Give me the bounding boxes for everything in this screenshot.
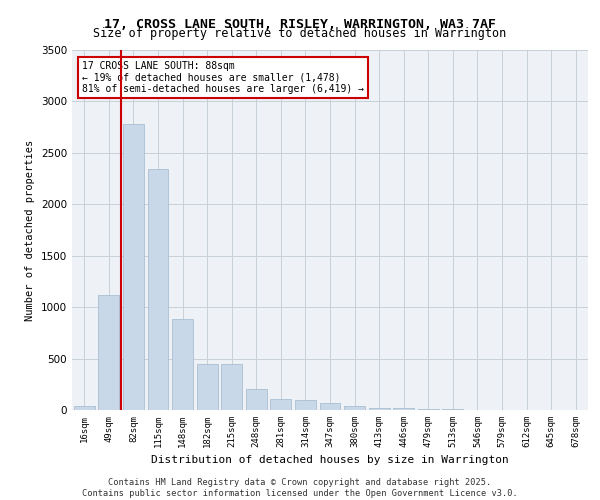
Bar	[148, 170, 169, 410]
Bar	[123, 124, 144, 410]
Bar	[393, 408, 414, 410]
Y-axis label: Number of detached properties: Number of detached properties	[25, 140, 35, 320]
Bar	[418, 409, 439, 410]
Text: Contains HM Land Registry data © Crown copyright and database right 2025.
Contai: Contains HM Land Registry data © Crown c…	[82, 478, 518, 498]
Bar	[368, 408, 389, 410]
Bar	[295, 400, 316, 410]
Text: 17 CROSS LANE SOUTH: 88sqm
← 19% of detached houses are smaller (1,478)
81% of s: 17 CROSS LANE SOUTH: 88sqm ← 19% of deta…	[82, 61, 364, 94]
Bar	[74, 406, 95, 410]
Bar	[98, 295, 119, 410]
Text: Size of property relative to detached houses in Warrington: Size of property relative to detached ho…	[94, 28, 506, 40]
Bar	[271, 398, 292, 410]
X-axis label: Distribution of detached houses by size in Warrington: Distribution of detached houses by size …	[151, 456, 509, 466]
Bar	[320, 404, 340, 410]
Text: 17, CROSS LANE SOUTH, RISLEY, WARRINGTON, WA3 7AF: 17, CROSS LANE SOUTH, RISLEY, WARRINGTON…	[104, 18, 496, 30]
Bar	[221, 364, 242, 410]
Bar	[344, 406, 365, 410]
Bar	[197, 364, 218, 410]
Bar	[442, 409, 463, 410]
Bar	[246, 389, 267, 410]
Bar	[172, 320, 193, 410]
